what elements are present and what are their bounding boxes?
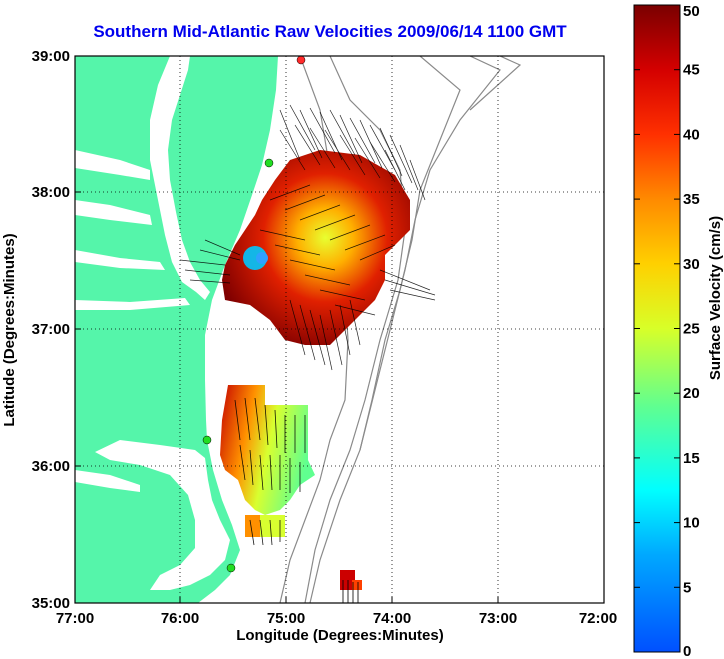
lat-tick-label: 39:00 [32,48,70,65]
colorbar-tick-label: 10 [683,515,700,532]
colorbar-label: Surface Velocity (cm/s) [707,216,724,380]
lat-tick-label: 36:00 [32,458,70,475]
map-title: Southern Mid-Atlantic Raw Velocities 200… [93,22,567,41]
lon-tick-label: 74:00 [373,610,411,627]
hatteras-station [226,563,236,573]
north-velocity-field [222,150,410,345]
colorbar-tick-label: 0 [683,643,691,659]
lon-tick-label: 76:00 [161,610,199,627]
low-speed-patch [243,246,267,270]
bathymetry-contours [279,56,522,603]
colorbar-tick-label: 50 [683,3,700,20]
south-velocity-field [220,385,315,515]
y-axis-label: Latitude (Degrees:Minutes) [1,233,18,426]
lon-tick-label: 73:00 [479,610,517,627]
colorbar [633,4,681,653]
land-area [75,56,278,603]
colorbar-tick-label: 40 [683,126,700,143]
chesapeake-bay [150,56,210,300]
pamlico-sound [95,440,230,590]
x-axis-label: Longitude (Degrees:Minutes) [236,627,444,644]
north-station [296,55,306,65]
colorbar-tick-label: 30 [683,256,700,273]
colorbar-tick-label: 35 [683,191,700,208]
colorbar-ticks: 0 5 10 15 20 25 30 35 40 45 50 [634,3,700,659]
lat-tick-label: 35:00 [32,595,70,612]
grid-lines [75,56,604,603]
lon-tick-label: 72:00 [579,610,617,627]
lat-tick-label: 38:00 [32,184,70,201]
colorbar-tick-label: 5 [683,579,691,596]
delmarva-station [264,158,274,168]
offshore-patch [340,570,355,590]
north-velocity-vectors [179,104,436,371]
colorbar-tick-label: 15 [683,450,700,467]
lon-tick-label: 77:00 [56,610,94,627]
colorbar-tick-label: 45 [683,62,700,79]
outer-banks-station [202,435,212,445]
colorbar-tick-label: 25 [683,321,700,338]
lat-tick-label: 37:00 [32,321,70,338]
lon-tick-label: 75:00 [267,610,305,627]
colorbar-tick-label: 20 [683,385,700,402]
south-velocity-vectors [234,397,306,546]
